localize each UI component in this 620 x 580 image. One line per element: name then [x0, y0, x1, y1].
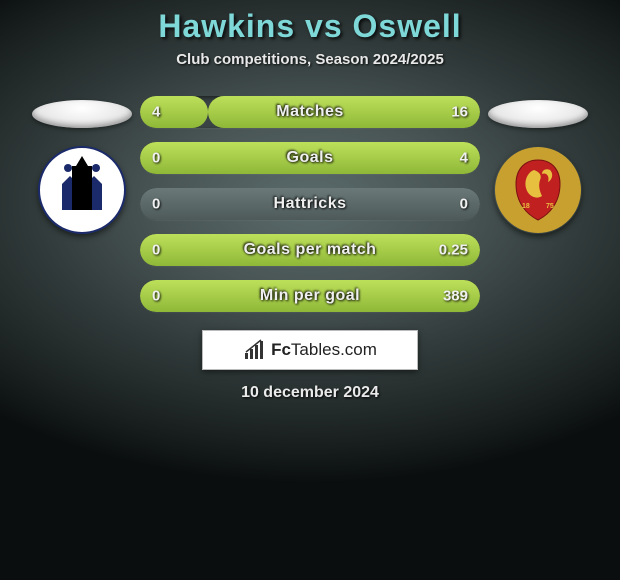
bar-fill-left: [140, 96, 208, 128]
player-oval-left: [32, 100, 132, 128]
crest-left-svg: [38, 146, 126, 234]
left-side: [32, 96, 132, 234]
stat-right-value: 0: [460, 196, 468, 213]
page-title: Hawkins vs Oswell: [158, 8, 461, 45]
stat-right-value: 16: [451, 104, 468, 121]
stat-left-value: 4: [152, 104, 160, 121]
brand-suffix: Tables.com: [291, 340, 377, 359]
svg-text:18: 18: [522, 203, 530, 210]
stat-left-value: 0: [152, 242, 160, 259]
brand-text: FcTables.com: [271, 340, 377, 360]
stat-label: Matches: [276, 103, 344, 121]
stat-left-value: 0: [152, 196, 160, 213]
stat-row: 4 16 Matches: [140, 96, 480, 128]
stat-row: 0 0.25 Goals per match: [140, 234, 480, 266]
club-crest-right: 18 75: [494, 146, 582, 234]
stat-label: Hattricks: [274, 195, 347, 213]
player-oval-right: [488, 100, 588, 128]
brand-chart-icon: [243, 339, 265, 361]
content-wrapper: Hawkins vs Oswell Club competitions, Sea…: [0, 0, 620, 402]
svg-text:75: 75: [546, 203, 554, 210]
page-subtitle: Club competitions, Season 2024/2025: [176, 51, 444, 68]
stat-label: Goals: [287, 149, 334, 167]
stat-label: Min per goal: [260, 287, 360, 305]
brand-prefix: Fc: [271, 340, 291, 359]
stat-right-value: 4: [460, 150, 468, 167]
stat-row: 0 0 Hattricks: [140, 188, 480, 220]
stat-row: 0 4 Goals: [140, 142, 480, 174]
crest-right-svg: 18 75: [494, 146, 582, 234]
date-label: 10 december 2024: [241, 384, 379, 402]
stats-bars: 4 16 Matches 0 4 Goals 0 0 Hattricks 0 0.25 Goals p…: [140, 96, 480, 312]
brand-box: FcTables.com: [202, 330, 418, 370]
club-crest-left: [38, 146, 126, 234]
stat-left-value: 0: [152, 150, 160, 167]
main-row: 4 16 Matches 0 4 Goals 0 0 Hattricks 0 0.25 Goals p…: [0, 96, 620, 312]
stat-right-value: 0.25: [439, 242, 468, 259]
stat-label: Goals per match: [244, 241, 377, 259]
stat-row: 0 389 Min per goal: [140, 280, 480, 312]
stat-right-value: 389: [443, 288, 468, 305]
right-side: 18 75: [488, 96, 588, 234]
stat-left-value: 0: [152, 288, 160, 305]
